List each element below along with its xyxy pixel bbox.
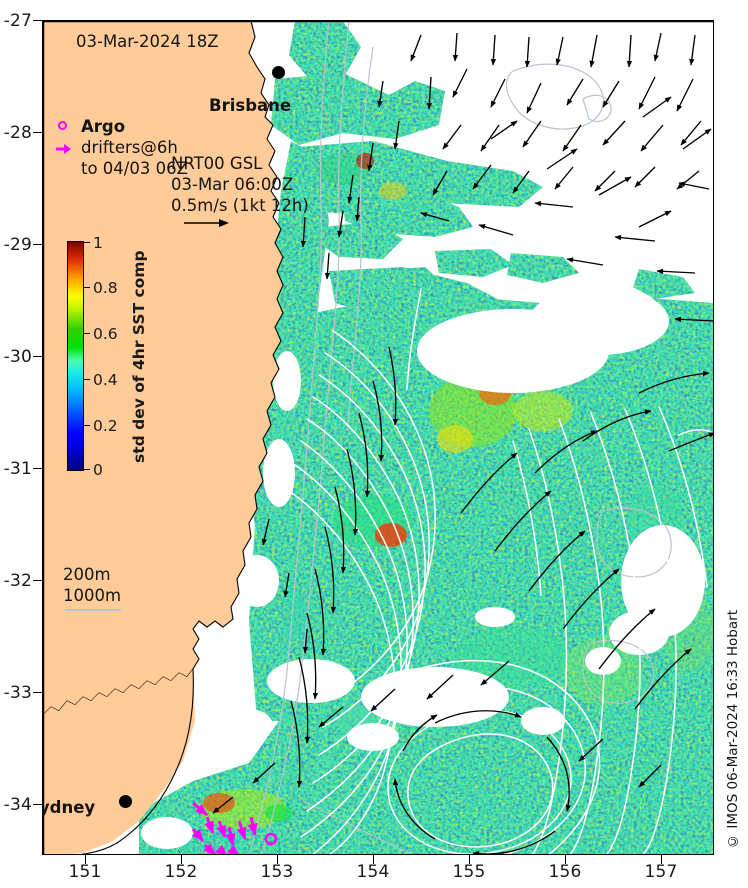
- map-graphics: [43, 21, 713, 854]
- colorbar-label-02: 0.2: [93, 417, 118, 435]
- sydney-label: Sydney: [43, 798, 96, 817]
- lon-tick-152: [181, 855, 183, 864]
- sst-hotspot-cluster: [199, 153, 713, 829]
- argo-float-markers: [264, 832, 278, 846]
- lat-tick--34: [33, 804, 42, 806]
- map-panel[interactable]: 03-Mar-2024 18Z Argo drifters@6h to 04/0…: [42, 20, 714, 855]
- bathymetry-legend-line: [65, 609, 121, 611]
- lon-label-154: 154: [356, 862, 390, 882]
- drifter-tracks: [191, 801, 258, 854]
- gsl-model-info: NRT00 GSL 03-Mar 06:00Z 0.5m/s (1kt 12h): [171, 154, 309, 215]
- coastline: [43, 21, 284, 716]
- lat-tick--32: [33, 580, 42, 582]
- colorbar-label-06: 0.6: [93, 325, 118, 343]
- colorbar-tick-06: [84, 333, 90, 335]
- colorbar-title: std dev of 4hr SST comp: [130, 250, 148, 464]
- lon-tick-153: [277, 855, 279, 864]
- colorbar-label-0: 0: [93, 461, 103, 479]
- lon-tick-151: [85, 855, 87, 864]
- lat-tick--31: [33, 468, 42, 470]
- velocity-scale-arrow-icon: [184, 219, 229, 227]
- lon-label-157: 157: [644, 862, 678, 882]
- lon-label-152: 152: [164, 862, 198, 882]
- velocity-vectors: [188, 32, 713, 854]
- colorbar-label-08: 0.8: [93, 279, 118, 297]
- lon-tick-155: [469, 855, 471, 864]
- lon-label-153: 153: [260, 862, 294, 882]
- lat-label--29: -29: [3, 235, 32, 255]
- lat-label--28: -28: [3, 123, 32, 143]
- colorbar-tick-1: [84, 242, 90, 244]
- lon-label-156: 156: [548, 862, 582, 882]
- drifters-interval-label: drifters@6h: [81, 138, 178, 157]
- brisbane-label: Brisbane: [209, 96, 292, 115]
- bathymetry-legend-label: 200m 1000m: [63, 565, 122, 605]
- lon-tick-156: [565, 855, 567, 864]
- lat-label--30: -30: [3, 347, 32, 367]
- colorbar-gradient: [67, 241, 84, 471]
- colorbar-label-04: 0.4: [93, 371, 118, 389]
- lat-label--31: -31: [3, 459, 32, 479]
- lon-tick-157: [661, 855, 663, 864]
- lat-label--32: -32: [3, 571, 32, 591]
- bathymetry-contours: [248, 21, 672, 854]
- colorbar: 1 0.8 0.6 0.4 0.2 0 std dev of 4hr SST c…: [67, 234, 187, 499]
- colorbar-tick-02: [84, 425, 90, 427]
- colorbar-tick-08: [84, 287, 90, 289]
- lat-tick--27: [33, 20, 42, 22]
- lat-label--34: -34: [3, 795, 32, 815]
- lon-tick-154: [373, 855, 375, 864]
- colorbar-tick-04: [84, 379, 90, 381]
- lat-label--27: -27: [3, 11, 32, 31]
- map-canvas[interactable]: 03-Mar-2024 18Z Argo drifters@6h to 04/0…: [43, 21, 713, 854]
- lon-label-155: 155: [452, 862, 486, 882]
- ssh-contours: [288, 288, 713, 854]
- drifter-legend-icon: [56, 144, 71, 154]
- colorbar-tick-0: [84, 469, 90, 471]
- lat-tick--33: [33, 692, 42, 694]
- argo-legend-label: Argo: [81, 117, 126, 136]
- map-border: [43, 21, 713, 854]
- lat-tick--28: [33, 132, 42, 134]
- lat-label--33: -33: [3, 683, 32, 703]
- argo-legend-icon: [58, 121, 67, 130]
- title-datetime: 03-Mar-2024 18Z: [76, 32, 219, 51]
- lon-label-151: 151: [68, 862, 102, 882]
- lat-tick--30: [33, 356, 42, 358]
- copyright-notice: © IMOS 06-Mar-2024 16:33 Hobart: [725, 610, 741, 849]
- colorbar-label-1: 1: [93, 234, 103, 252]
- sydney-marker[interactable]: [119, 795, 132, 808]
- brisbane-marker[interactable]: [272, 66, 285, 79]
- landmass: [43, 21, 284, 854]
- lat-tick--29: [33, 244, 42, 246]
- drifters-endtime-label: to 04/03 06Z: [81, 159, 188, 178]
